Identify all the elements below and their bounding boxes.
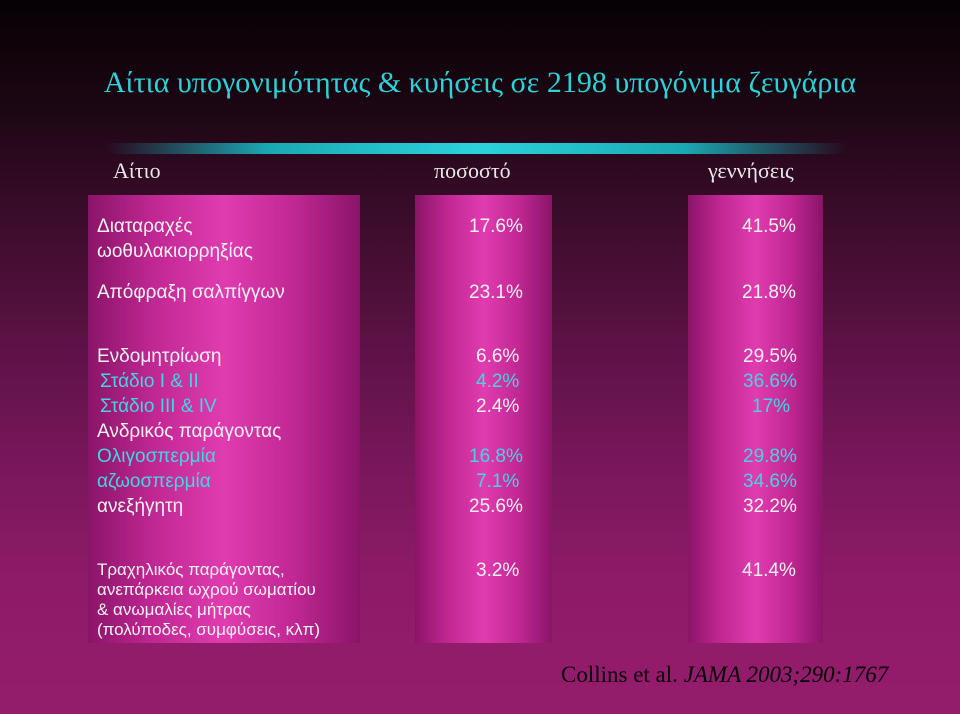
percent-ovulation: 17.6% xyxy=(469,216,523,237)
header-percent: ποσοστό xyxy=(434,158,511,183)
header-births: γεννήσεις xyxy=(708,158,794,183)
births-unexplained: 32.2% xyxy=(743,496,797,517)
cause-oligospermia: Ολιγοσπερμία xyxy=(97,446,216,467)
title-divider xyxy=(106,143,846,154)
births-column-band xyxy=(688,195,823,643)
cause-azoospermia: αζωοσπερμία xyxy=(97,471,211,492)
cause-cervical-1: Τραχηλικός παράγοντας, xyxy=(97,560,285,579)
percent-azoospermia: 7.1% xyxy=(476,471,520,492)
cause-ovulation-cont: ωοθυλακιορρηξίας xyxy=(97,241,253,262)
births-stage-3-4: 17% xyxy=(752,396,791,417)
cause-male-factor: Ανδρικός παράγοντας xyxy=(97,421,282,442)
header-cause: Αίτιο xyxy=(113,158,161,183)
percent-tubal: 23.1% xyxy=(469,282,523,303)
percent-stage-1-2: 4.2% xyxy=(476,371,520,392)
cause-cervical-3: & ανωμαλίες μήτρας xyxy=(97,600,251,619)
births-endometriosis: 29.5% xyxy=(743,346,797,367)
births-ovulation: 41.5% xyxy=(742,216,796,237)
percent-unexplained: 25.6% xyxy=(469,496,523,517)
slide-title: Αίτια υπογονιμότητας & κυήσεις σε 2198 υ… xyxy=(103,66,857,99)
citation: Collins et al. JAMA 2003;290:1767 xyxy=(561,662,889,687)
births-azoospermia: 34.6% xyxy=(743,471,797,492)
cause-stage-3-4: Στάδιο III & IV xyxy=(100,396,217,417)
births-stage-1-2: 36.6% xyxy=(743,371,797,392)
cause-endometriosis: Ενδομητρίωση xyxy=(97,346,222,367)
cause-column-band xyxy=(88,195,360,643)
percent-stage-3-4: 2.4% xyxy=(476,396,520,417)
cause-ovulation: Διαταραχές xyxy=(97,216,193,237)
percent-column-band xyxy=(415,195,552,643)
cause-unexplained: ανεξήγητη xyxy=(97,496,184,517)
cause-cervical-4: (πολύποδες, συμφύσεις, κλπ) xyxy=(97,620,321,639)
percent-endometriosis: 6.6% xyxy=(476,346,520,367)
percent-cervical: 3.2% xyxy=(476,560,520,581)
births-tubal: 21.8% xyxy=(742,282,796,303)
births-cervical: 41.4% xyxy=(742,560,796,581)
cause-stage-1-2: Στάδιο I & II xyxy=(100,371,199,392)
births-oligospermia: 29.8% xyxy=(743,446,797,467)
percent-oligospermia: 16.8% xyxy=(469,446,523,467)
cause-cervical-2: ανεπάρκεια ωχρού σωματίου xyxy=(97,580,316,599)
cause-tubal: Απόφραξη σαλπίγγων xyxy=(97,282,285,303)
